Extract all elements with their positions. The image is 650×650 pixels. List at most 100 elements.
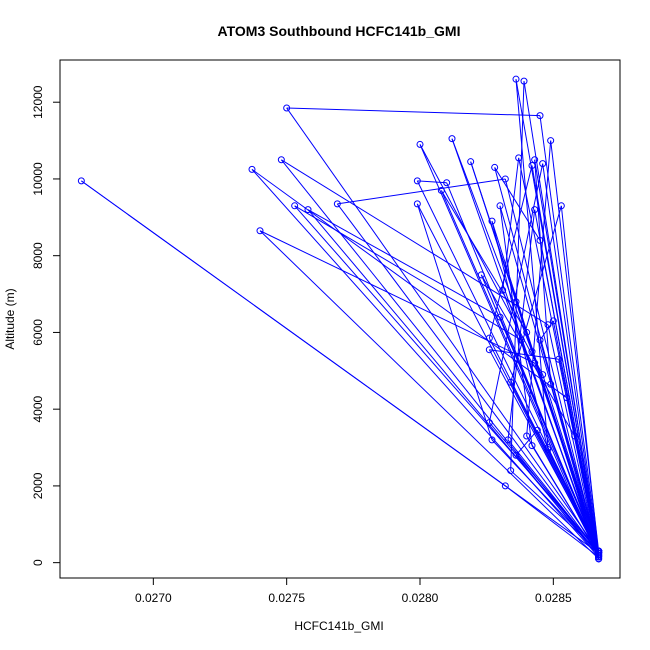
series-line-segment <box>505 485 599 558</box>
data-point <box>277 156 285 164</box>
data-point <box>544 444 552 452</box>
data-point <box>557 202 565 210</box>
series-line-segment <box>515 429 538 456</box>
data-point <box>501 482 509 490</box>
data-point <box>512 298 520 306</box>
data-point <box>549 317 557 325</box>
series-lines <box>81 79 600 560</box>
data-point <box>533 426 541 434</box>
data-point <box>531 156 539 164</box>
data-point <box>531 206 539 214</box>
data-point <box>488 217 496 225</box>
data-point <box>256 227 264 235</box>
data-point <box>443 179 451 187</box>
data-point <box>501 175 509 183</box>
x-axis-label: HCFC141b_GMI <box>294 619 383 633</box>
data-point <box>437 186 445 194</box>
data-point <box>507 378 515 386</box>
data-point <box>413 200 421 208</box>
data-point <box>496 313 504 321</box>
data-point <box>536 112 544 120</box>
series-line-segment <box>294 205 600 552</box>
series-line-segment <box>510 81 525 471</box>
data-point <box>507 467 515 475</box>
data-point <box>504 436 512 444</box>
series-line-segment <box>419 144 600 558</box>
data-point <box>248 165 256 173</box>
data-point <box>544 445 552 453</box>
y-tick-label: 10000 <box>31 162 45 196</box>
series-line-segment <box>488 165 533 339</box>
data-point <box>595 547 603 555</box>
data-point <box>539 371 547 379</box>
data-point <box>517 336 525 344</box>
data-point <box>488 436 496 444</box>
series-line-segment <box>531 445 600 556</box>
data-point <box>539 160 547 168</box>
series-line-segment <box>470 161 517 302</box>
x-tick-label: 0.0270 <box>135 591 172 605</box>
y-tick-label: 8000 <box>31 242 45 269</box>
data-point <box>496 202 504 210</box>
x-axis: 0.0270 0.0275 0.0280 0.0285 <box>135 577 572 605</box>
data-point <box>416 140 424 148</box>
data-point <box>520 77 528 85</box>
chart-title: ATOM3 Southbound HCFC141b_GMI <box>218 23 461 39</box>
y-tick-label: 2000 <box>31 472 45 499</box>
series-line-segment <box>502 157 520 291</box>
data-point <box>555 355 563 363</box>
data-point <box>547 137 555 145</box>
series-line-segment <box>539 115 600 554</box>
x-tick-label: 0.0275 <box>268 591 305 605</box>
series-line-segment <box>281 159 549 326</box>
series-line-segment <box>515 454 600 558</box>
data-point <box>536 236 544 244</box>
data-point <box>523 432 531 440</box>
series-line-segment <box>534 159 600 554</box>
series-line-segment <box>510 470 600 552</box>
series-points <box>77 75 603 563</box>
data-point <box>528 162 536 170</box>
data-point <box>531 359 539 367</box>
data-point <box>563 394 571 402</box>
x-tick-label: 0.0280 <box>402 591 439 605</box>
series-line-segment <box>515 79 549 448</box>
series-line-segment <box>417 180 447 184</box>
data-point <box>304 206 312 214</box>
y-tick-label: 4000 <box>31 396 45 423</box>
data-point <box>477 271 485 279</box>
series-line-segment <box>539 339 600 552</box>
data-point <box>77 177 85 185</box>
series-line-segment <box>531 165 600 556</box>
series-line-segment <box>259 230 600 560</box>
data-point <box>571 432 579 440</box>
data-point <box>595 549 603 557</box>
series-line-segment <box>307 209 501 318</box>
series-line-segment <box>451 138 533 352</box>
series-line-segment <box>286 107 600 552</box>
series-line-segment <box>560 205 600 556</box>
series-line-segment <box>489 349 559 360</box>
data-point <box>595 551 603 559</box>
series-line-segment <box>507 209 536 440</box>
data-point <box>467 158 475 166</box>
data-point <box>485 419 493 427</box>
y-tick-label: 12000 <box>31 85 45 119</box>
series-line-segment <box>526 140 552 437</box>
data-point <box>291 202 299 210</box>
series-line-segment <box>507 439 600 554</box>
data-point <box>547 380 555 388</box>
series-line-segment <box>286 107 541 117</box>
series-line-segment <box>542 163 600 557</box>
data-point <box>512 75 520 83</box>
data-point <box>528 442 536 450</box>
series-line-segment <box>440 190 600 554</box>
data-point <box>544 321 552 329</box>
data-point <box>413 177 421 185</box>
series-line-segment <box>336 203 600 554</box>
data-point <box>491 163 499 171</box>
series-line-segment <box>416 203 493 441</box>
data-point <box>333 200 341 208</box>
